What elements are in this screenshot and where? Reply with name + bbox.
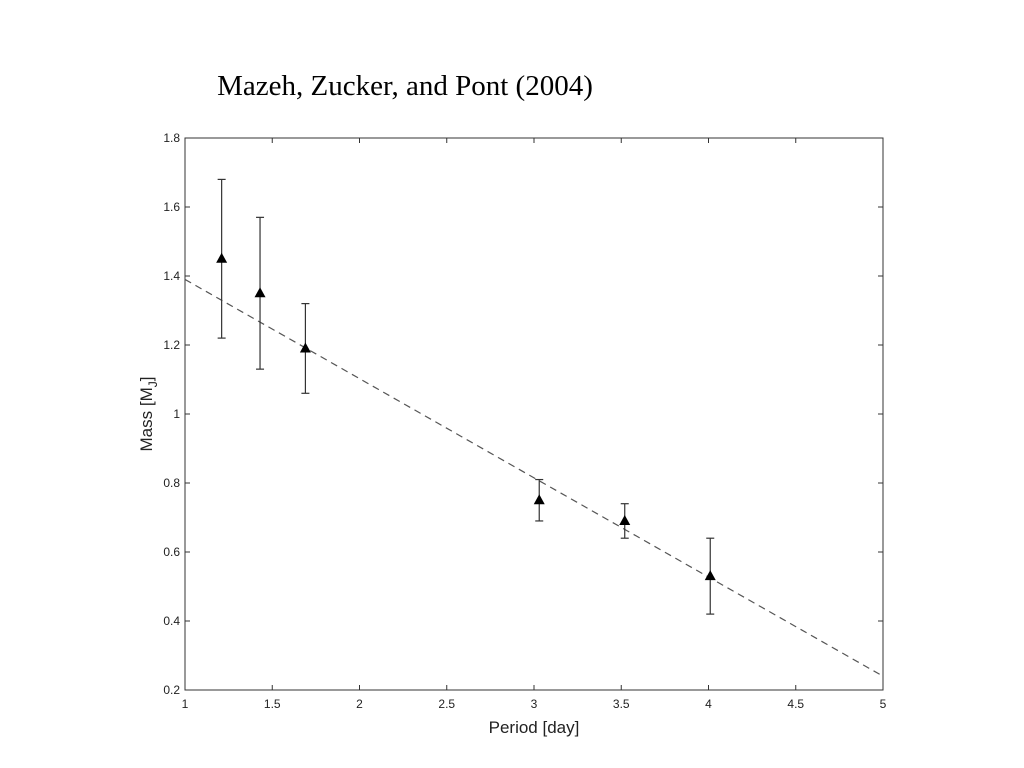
y-tick-label: 1.4 — [163, 269, 180, 283]
tick-layer: 1 1.5 2 2.5 3 3.5 4 4.5 5 0.2 0.4 0.6 0.8 1 1.2 1.4 1.6 1… — [163, 131, 886, 711]
y-tick-label: 0.4 — [163, 614, 180, 628]
x-axis-title: Period [day] — [489, 718, 580, 737]
y-tick-label: 1.6 — [163, 200, 180, 214]
x-tick-label: 3.5 — [613, 697, 630, 711]
data-point-marker — [619, 514, 631, 525]
y-tick-label: 0.2 — [163, 683, 180, 697]
x-tick-label: 2.5 — [438, 697, 455, 711]
data-point-marker — [533, 494, 545, 505]
slide-title: Mazeh, Zucker, and Pont (2004) — [217, 70, 593, 102]
data-point-marker — [704, 570, 716, 581]
y-tick-label: 1.8 — [163, 131, 180, 145]
y-tick-label: 1 — [173, 407, 180, 421]
data-point-marker — [299, 342, 311, 353]
data-point-marker — [254, 287, 266, 298]
x-tick-label: 5 — [880, 697, 887, 711]
plot-frame — [184, 137, 884, 691]
y-axis-title-subscript: J — [146, 381, 160, 387]
x-tick-label: 3 — [531, 697, 538, 711]
y-tick-label: 0.8 — [163, 476, 180, 490]
y-tick-label: 0.6 — [163, 545, 180, 559]
y-axis-title-main: Mass [M — [137, 387, 156, 451]
y-axis-title-close: ] — [137, 377, 156, 382]
y-tick-label: 1.2 — [163, 338, 180, 352]
fit-line — [184, 278, 884, 677]
x-tick-label: 4 — [705, 697, 712, 711]
errorbar-layer — [217, 178, 715, 615]
x-tick-label: 4.5 — [787, 697, 804, 711]
x-tick-label: 1 — [182, 697, 189, 711]
marker-layer — [216, 252, 716, 581]
x-tick-label: 2 — [356, 697, 363, 711]
data-point-marker — [216, 252, 228, 263]
y-axis-title: Mass [MJ] — [137, 377, 160, 452]
fit-line-layer — [184, 278, 884, 677]
x-tick-label: 1.5 — [264, 697, 281, 711]
